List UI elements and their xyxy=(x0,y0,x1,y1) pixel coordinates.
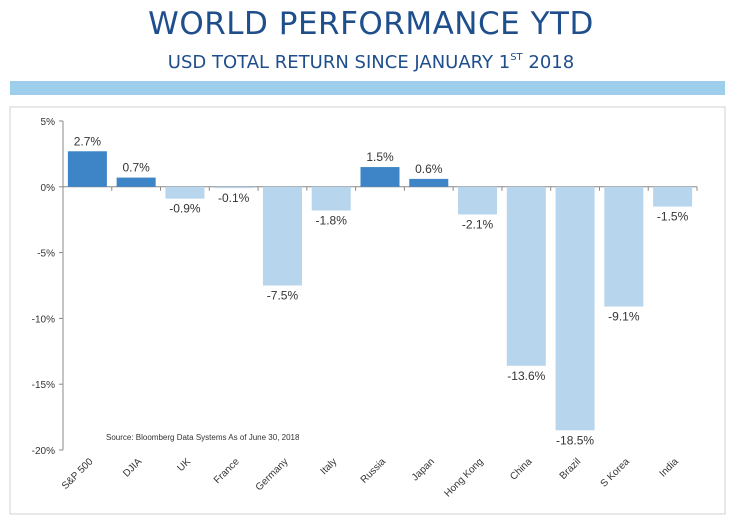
source-note: Source: Bloomberg Data Systems As of Jun… xyxy=(106,433,300,442)
bar xyxy=(165,186,205,199)
bar xyxy=(458,186,498,215)
data-label: -0.9% xyxy=(169,202,201,216)
bar xyxy=(506,186,546,366)
data-label: -2.1% xyxy=(462,217,494,231)
data-label: -1.8% xyxy=(316,213,348,227)
bars: 2.7% 0.7% -0.9% -0.1% -7.5% -1.8% 1.5% 0.6% -2.1… xyxy=(62,134,698,447)
bar xyxy=(653,186,693,207)
bar xyxy=(67,151,107,187)
bar xyxy=(604,186,644,307)
data-label: -9.1% xyxy=(608,310,640,324)
header-band xyxy=(10,81,725,95)
data-label: -7.5% xyxy=(267,289,299,303)
bar xyxy=(262,186,302,286)
page-title: WORLD PERFORMANCE YTD xyxy=(148,6,594,42)
bar xyxy=(555,186,595,431)
bar xyxy=(214,186,254,189)
data-label: 0.6% xyxy=(415,162,443,176)
data-label: -1.5% xyxy=(657,210,689,224)
y-tick-label: -15% xyxy=(32,380,55,391)
subtitle-superscript: ST xyxy=(510,52,523,63)
y-axis: 5% 0% -5% -10% -15% -20% xyxy=(32,117,64,457)
subtitle-year: 2018 xyxy=(522,52,575,73)
bar xyxy=(360,167,400,187)
y-tick-label: -20% xyxy=(32,446,55,457)
data-label: -18.5% xyxy=(556,433,594,447)
data-label: 2.7% xyxy=(74,134,102,148)
bar xyxy=(116,177,156,187)
y-tick-label: -5% xyxy=(37,249,55,260)
y-tick-label: 0% xyxy=(41,183,56,194)
page-subtitle: USD TOTAL RETURN SINCE JANUARY 1ST 2018 xyxy=(0,52,742,73)
subtitle-text: USD TOTAL RETURN SINCE JANUARY 1 xyxy=(167,52,511,73)
data-label: 0.7% xyxy=(122,161,150,175)
y-tick-label: 5% xyxy=(41,117,56,128)
bar xyxy=(409,178,449,187)
data-label: -0.1% xyxy=(218,191,250,205)
data-label: -13.6% xyxy=(507,369,545,383)
y-tick-label: -10% xyxy=(32,314,55,325)
data-label: 1.5% xyxy=(366,150,394,164)
bar xyxy=(311,186,351,211)
